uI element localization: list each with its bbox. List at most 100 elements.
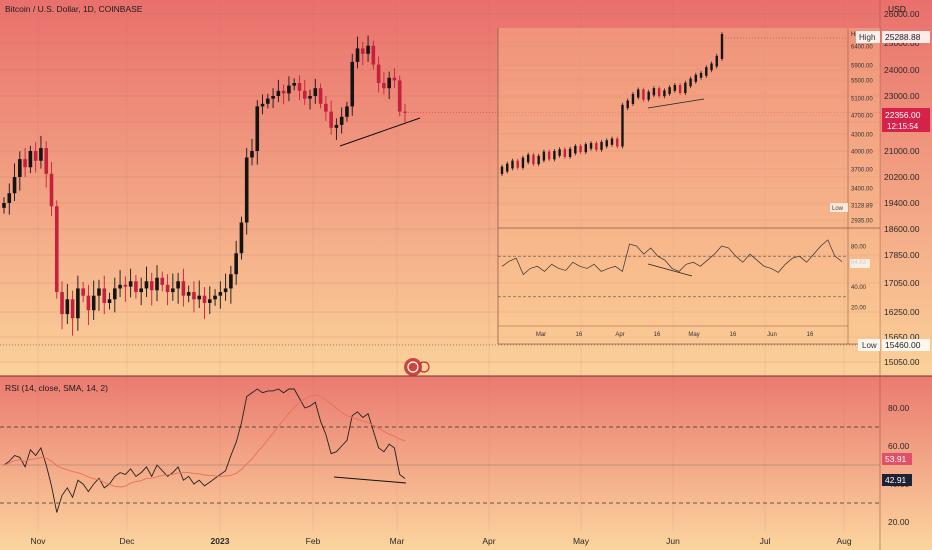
inset-price-tick-label: 2935.00: [851, 219, 873, 225]
inset-candle-body: [553, 151, 556, 160]
candle-body: [186, 292, 191, 296]
time-tick-label: Jun: [666, 536, 680, 546]
inset-candle-body: [506, 163, 509, 172]
inset-candle-body: [526, 154, 530, 163]
candle-body: [382, 83, 386, 89]
candle-body: [239, 222, 244, 254]
time-axis: Nov Dec 2023 Feb Mar Apr May Jun Jul Aug: [30, 536, 851, 546]
inset-candle-body: [689, 78, 692, 87]
candle-body: [128, 281, 133, 287]
candle-body: [86, 295, 91, 311]
candle-body: [355, 48, 360, 62]
inset-time-tick-label: Apr: [615, 332, 624, 338]
price-tick-label: 17050.00: [884, 278, 920, 288]
candle-body: [281, 90, 286, 94]
inset-candle-body: [563, 149, 567, 157]
candle-body: [218, 292, 223, 296]
high-value-badge-bg: [882, 31, 930, 43]
candle-body: [192, 292, 196, 300]
inset-candle-body: [589, 143, 593, 149]
candle-body: [339, 116, 344, 125]
candle-body: [366, 45, 370, 54]
rsi-lines: [3, 388, 406, 513]
rsi-tick-label: 80.00: [888, 403, 910, 413]
candle-body: [149, 281, 154, 291]
low-value-badge: 15460.00: [885, 340, 921, 350]
candle-body: [76, 288, 80, 319]
inset-candle-body: [720, 34, 724, 59]
candle-body: [134, 281, 138, 293]
inset-chart: 6400.00 5900.00 5500.00 5100.00 4700.00 4300.…: [497, 28, 880, 345]
inset-time-tick-label: 16: [576, 332, 583, 338]
rsi-pane-background: [0, 376, 932, 550]
candle-body: [403, 111, 407, 113]
candle-body: [297, 83, 302, 91]
candle-body: [39, 148, 43, 161]
inset-time-tick-label: 16: [654, 332, 661, 338]
candle-body: [118, 284, 122, 289]
price-tick-label: 18600.00: [884, 224, 920, 234]
low-tag-bg: [858, 339, 880, 351]
last-price-countdown: 12:15:54: [887, 122, 919, 131]
inset-candle-body: [500, 166, 504, 175]
inset-candle-body: [595, 143, 598, 150]
candle-body: [302, 90, 307, 99]
inset-candle-body: [579, 145, 582, 153]
inset-candle-body: [568, 148, 572, 157]
high-tag-bg: [856, 31, 880, 43]
inset-price-tick-label: 4700.00: [851, 114, 873, 120]
price-tick-label: 15050.00: [884, 357, 920, 367]
price-tick-label: 23000.00: [884, 91, 920, 101]
time-tick-label: Aug: [836, 536, 851, 546]
candle-body: [113, 288, 117, 300]
candle-body: [70, 299, 75, 319]
candle-body: [102, 288, 107, 303]
price-tick-label: 20200.00: [884, 172, 920, 182]
candle-body: [18, 159, 22, 177]
inset-candle-body: [694, 74, 698, 82]
inset-candle-body: [537, 155, 540, 165]
candle-body: [107, 299, 112, 303]
last-price-badge-bg: [882, 108, 930, 132]
inset-candle-body: [699, 72, 703, 78]
time-tick-label: Mar: [390, 536, 405, 546]
time-tick-label: Dec: [119, 536, 135, 546]
inset-candle-body: [668, 87, 671, 94]
inset-low-tag: Low: [832, 206, 844, 212]
inset-price-tick-label: 5500.00: [851, 79, 873, 85]
candle-body: [287, 85, 291, 94]
candle-body: [165, 284, 170, 293]
candle-body: [202, 295, 207, 303]
inset-candle-body: [574, 145, 577, 154]
price-pane-background: [0, 0, 932, 376]
candle-body: [350, 61, 355, 107]
inset-candle-body: [616, 138, 619, 147]
inset-price-tick-label: 3400.00: [851, 187, 873, 193]
candle-body: [250, 151, 254, 158]
candle-body: [271, 96, 275, 99]
inset-candle-body: [511, 160, 514, 169]
candle-body: [65, 299, 70, 315]
rsi-ma-badge-bg: [882, 453, 912, 465]
candle-body: [123, 284, 128, 287]
price-divergence-line: [339, 117, 421, 147]
price-tick-label: 19400.00: [884, 198, 920, 208]
rsi-divergence-line: [333, 476, 407, 484]
inset-candle-body: [631, 93, 635, 104]
candle-body: [266, 98, 270, 104]
candle-body: [91, 295, 96, 311]
inset-rsi-divergence-line: [647, 263, 693, 277]
inset-candle-body: [678, 84, 682, 94]
candle-body: [387, 77, 391, 89]
inset-candle-body: [647, 91, 650, 100]
inset-candle-body: [705, 67, 708, 76]
candle-body: [160, 277, 165, 285]
inset-candle-body: [684, 82, 687, 94]
inset-candle-body: [673, 84, 677, 91]
inset-candle-body: [663, 90, 666, 97]
inset-candle-body: [584, 144, 588, 153]
last-price-badge: 22356.00: [885, 110, 921, 120]
price-grid: [0, 0, 880, 532]
candle-body: [244, 157, 249, 223]
candle-body: [176, 281, 180, 289]
